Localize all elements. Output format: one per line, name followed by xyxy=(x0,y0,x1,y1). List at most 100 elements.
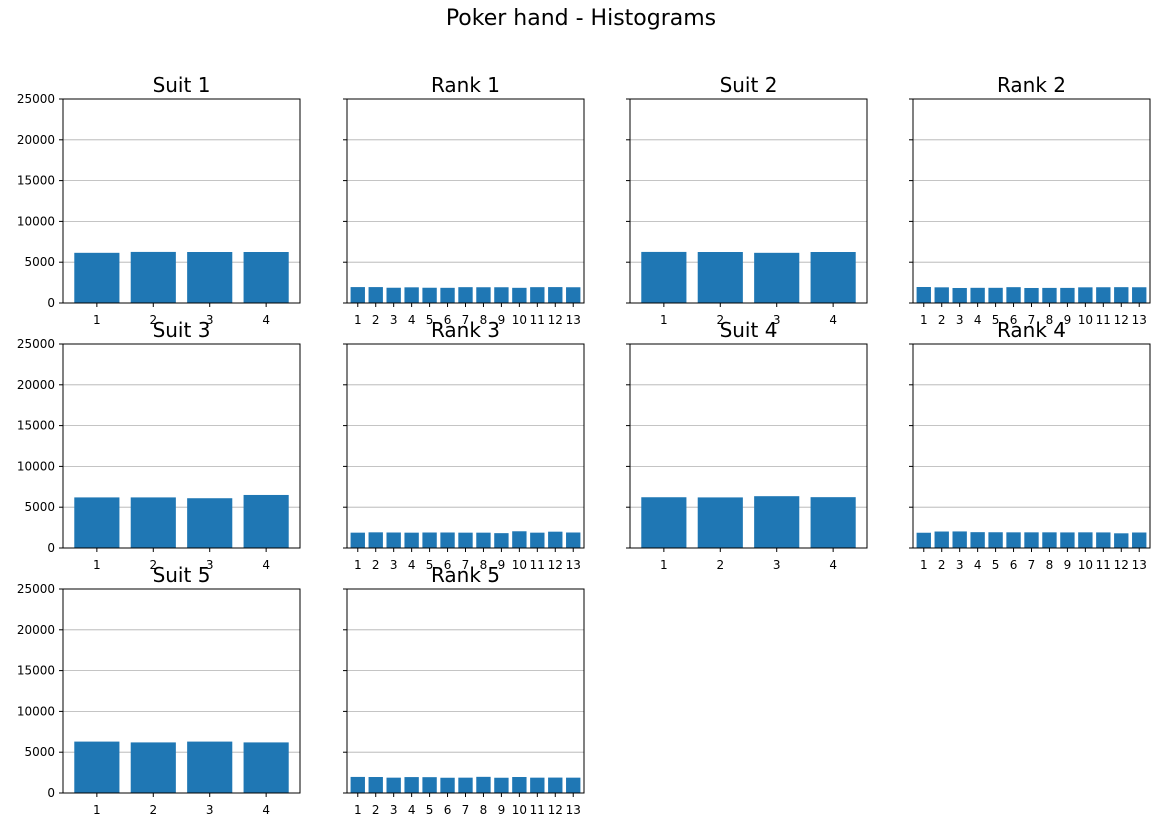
suit-3-ytick-label: 20000 xyxy=(17,378,55,392)
suit-4-bar xyxy=(641,497,687,548)
rank-5-title: Rank 5 xyxy=(431,563,500,587)
rank-1-title: Rank 1 xyxy=(431,73,500,97)
rank-5-xtick-label: 7 xyxy=(462,803,470,817)
rank-4-title: Rank 4 xyxy=(997,318,1066,342)
rank-3-title: Rank 3 xyxy=(431,318,500,342)
rank-5-xtick-label: 12 xyxy=(548,803,563,817)
rank-2-bar xyxy=(916,287,931,303)
suit-5-ytick-label: 5000 xyxy=(24,745,55,759)
rank-1-bar xyxy=(440,287,455,303)
rank-5-bar xyxy=(368,777,383,793)
suit-4-bar xyxy=(697,497,743,548)
rank-3-bar xyxy=(350,532,365,548)
rank-3-bar xyxy=(566,532,581,548)
rank-5-bar xyxy=(458,777,473,793)
rank-4-bar xyxy=(952,531,967,548)
suit-1-ytick-label: 25000 xyxy=(17,92,55,106)
rank-1-xtick-label: 8 xyxy=(480,313,488,327)
suit-1-bar xyxy=(187,252,233,303)
rank-5-bar xyxy=(386,777,401,793)
rank-3-xtick-label: 5 xyxy=(426,558,434,572)
rank-2-xtick-label: 1 xyxy=(920,313,928,327)
suit-4-xtick-label: 4 xyxy=(829,558,837,572)
suit-1-axes-frame xyxy=(62,98,301,304)
suit-5-ytick-label: 20000 xyxy=(17,623,55,637)
rank-5-bar xyxy=(494,777,509,793)
suit-2-xtick-label: 3 xyxy=(773,313,781,327)
rank-5-xtick-label: 10 xyxy=(512,803,527,817)
rank-4-bar xyxy=(1078,532,1093,548)
rank-5-bar xyxy=(350,776,365,793)
rank-1-bar xyxy=(494,287,509,303)
rank-3-bar xyxy=(512,531,527,548)
rank-2-bar xyxy=(1042,287,1057,303)
rank-1-bar xyxy=(566,287,581,303)
rank-4-xtick-label: 8 xyxy=(1046,558,1054,572)
suit-5-xtick-label: 2 xyxy=(149,803,157,817)
suit-1-ytick-label: 15000 xyxy=(17,174,55,188)
suit-5-bar xyxy=(243,742,289,793)
rank-1-xtick-label: 13 xyxy=(566,313,581,327)
suit-2-bar xyxy=(810,252,856,303)
suit-3-ytick-label: 25000 xyxy=(17,337,55,351)
rank-1-bar xyxy=(368,287,383,303)
rank-3-axes-frame xyxy=(346,343,585,549)
suit-5-bar xyxy=(74,741,120,793)
rank-1-bar xyxy=(350,287,365,303)
rank-5-bar xyxy=(548,777,563,793)
rank-5-xtick-label: 13 xyxy=(566,803,581,817)
rank-5-xtick-label: 5 xyxy=(426,803,434,817)
rank-4-xtick-label: 5 xyxy=(992,558,1000,572)
rank-4-bar xyxy=(1060,532,1075,548)
rank-5-bar xyxy=(440,777,455,793)
rank-3-xtick-label: 13 xyxy=(566,558,581,572)
suit-2-xtick-label: 4 xyxy=(829,313,837,327)
rank-1-bar xyxy=(458,287,473,303)
suit-3-xtick-label: 3 xyxy=(206,558,214,572)
rank-3-xtick-label: 9 xyxy=(498,558,506,572)
suit-5-xtick-label: 3 xyxy=(206,803,214,817)
rank-4-bar xyxy=(916,532,931,548)
rank-4-bar xyxy=(1132,532,1147,548)
suit-3-ytick-label: 10000 xyxy=(17,459,55,473)
suit-2-bar xyxy=(697,252,743,303)
suit-1-bar xyxy=(74,252,120,303)
suit-4-xtick-label: 1 xyxy=(660,558,668,572)
rank-5-xtick-label: 6 xyxy=(444,803,452,817)
rank-5-axes-frame xyxy=(346,588,585,794)
rank-2-axes-frame xyxy=(912,98,1151,304)
rank-3-bar xyxy=(440,532,455,548)
rank-2-bar xyxy=(1024,287,1039,303)
suit-2-bar xyxy=(641,251,687,303)
rank-4-xtick-label: 3 xyxy=(956,558,964,572)
rank-4-xtick-label: 4 xyxy=(974,558,982,572)
rank-3-bar xyxy=(422,532,437,548)
suit-3-ytick-label: 5000 xyxy=(24,500,55,514)
rank-1-xtick-label: 1 xyxy=(354,313,362,327)
rank-3-bar xyxy=(494,533,509,548)
rank-4-xtick-label: 10 xyxy=(1078,558,1093,572)
rank-4-bar xyxy=(1096,532,1111,548)
rank-2-bar xyxy=(988,287,1003,303)
rank-1-bar xyxy=(386,287,401,303)
rank-1-xtick-label: 4 xyxy=(408,313,416,327)
rank-1-axes-frame xyxy=(346,98,585,304)
rank-1-bar xyxy=(422,287,437,303)
rank-2-bar xyxy=(1060,287,1075,303)
rank-5-xtick-label: 3 xyxy=(390,803,398,817)
rank-2-xtick-label: 4 xyxy=(974,313,982,327)
rank-4-bar xyxy=(934,531,949,548)
suit-5-bar xyxy=(187,741,233,793)
rank-2-bar xyxy=(934,287,949,303)
rank-2-xtick-label: 3 xyxy=(956,313,964,327)
suit-3-bar xyxy=(243,494,289,548)
suit-5-ytick-label: 0 xyxy=(47,786,55,800)
rank-5-bar xyxy=(422,777,437,793)
suit-1-xtick-label: 2 xyxy=(149,313,157,327)
rank-5-xtick-label: 4 xyxy=(408,803,416,817)
suit-1-bar xyxy=(130,251,176,303)
rank-4-xtick-label: 2 xyxy=(938,558,946,572)
rank-4-xtick-label: 9 xyxy=(1064,558,1072,572)
rank-2-title: Rank 2 xyxy=(997,73,1066,97)
